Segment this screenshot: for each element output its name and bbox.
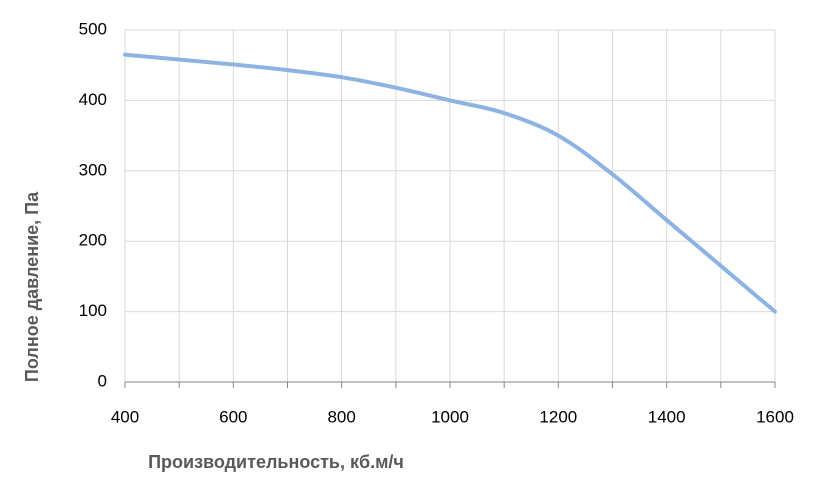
x-tick-label: 1000: [431, 407, 469, 426]
x-axis-title: Производительность, кб.м/ч: [148, 452, 404, 472]
y-tick-label: 0: [98, 371, 107, 390]
series-line: [123, 52, 777, 314]
y-tick-label: 100: [79, 301, 107, 320]
x-tick-label: 1200: [539, 407, 577, 426]
y-tick-label: 400: [79, 90, 107, 109]
x-tick-label: 1400: [648, 407, 686, 426]
y-axis-title: Полное давление, Па: [22, 191, 42, 382]
x-tick-label: 800: [327, 407, 355, 426]
x-tick-label: 1600: [756, 407, 794, 426]
x-tick-label: 400: [111, 407, 139, 426]
y-tick-label: 200: [79, 231, 107, 250]
y-tick-label: 500: [79, 19, 107, 38]
y-tick-label: 300: [79, 160, 107, 179]
x-tick-label: 600: [219, 407, 247, 426]
